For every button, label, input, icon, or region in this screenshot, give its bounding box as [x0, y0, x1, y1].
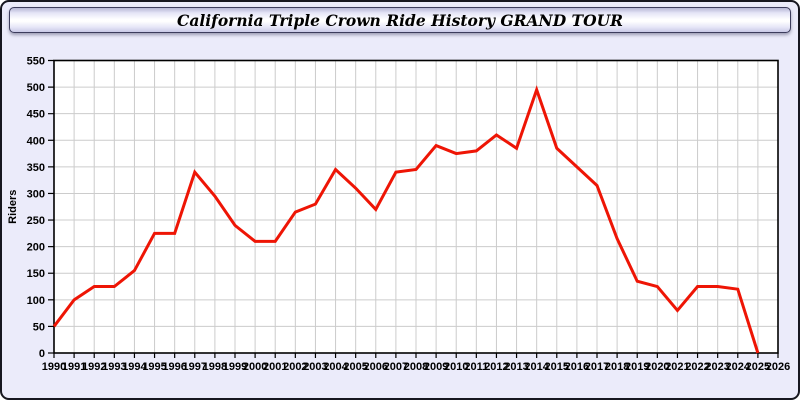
svg-text:2004: 2004: [323, 361, 348, 373]
svg-text:2015: 2015: [545, 361, 569, 373]
svg-text:500: 500: [27, 82, 45, 94]
svg-text:2010: 2010: [444, 361, 468, 373]
svg-text:1992: 1992: [82, 361, 106, 373]
svg-text:1991: 1991: [62, 361, 86, 373]
series-line-riders: [52, 85, 760, 354]
y-axis-labels: 0 50 100 150 200 250 300 350 400 450 500 550: [27, 56, 45, 361]
svg-text:100: 100: [27, 295, 45, 307]
svg-text:2024: 2024: [726, 361, 751, 373]
svg-text:2005: 2005: [343, 361, 367, 373]
svg-text:2018: 2018: [605, 361, 629, 373]
svg-text:300: 300: [27, 188, 45, 200]
svg-text:0: 0: [39, 348, 45, 360]
svg-text:200: 200: [27, 242, 45, 254]
svg-text:1993: 1993: [102, 361, 126, 373]
axis-ticks: [48, 59, 779, 358]
svg-text:2012: 2012: [484, 361, 508, 373]
svg-text:1996: 1996: [162, 361, 186, 373]
svg-text:2006: 2006: [364, 361, 388, 373]
svg-text:150: 150: [27, 268, 45, 280]
svg-text:2021: 2021: [665, 361, 689, 373]
svg-text:2000: 2000: [243, 361, 267, 373]
svg-text:2025: 2025: [746, 361, 770, 373]
svg-text:50: 50: [33, 321, 45, 333]
svg-text:1994: 1994: [122, 361, 147, 373]
svg-text:1990: 1990: [42, 361, 66, 373]
title-bar: California Triple Crown Ride History GRA…: [9, 7, 791, 33]
svg-text:1995: 1995: [142, 361, 166, 373]
page-title: California Triple Crown Ride History GRA…: [177, 10, 623, 30]
svg-text:400: 400: [27, 135, 45, 147]
svg-text:2002: 2002: [283, 361, 307, 373]
svg-text:2022: 2022: [685, 361, 709, 373]
svg-text:2009: 2009: [424, 361, 448, 373]
svg-text:2014: 2014: [524, 361, 549, 373]
svg-text:2013: 2013: [504, 361, 528, 373]
svg-text:1997: 1997: [183, 361, 207, 373]
svg-text:2016: 2016: [565, 361, 589, 373]
svg-text:2023: 2023: [705, 361, 729, 373]
svg-text:250: 250: [27, 215, 45, 227]
svg-text:2026: 2026: [766, 361, 790, 373]
svg-text:2020: 2020: [645, 361, 669, 373]
svg-text:1998: 1998: [203, 361, 227, 373]
gridlines: [53, 60, 779, 354]
svg-text:350: 350: [27, 162, 45, 174]
y-axis-title: Riders: [7, 190, 19, 224]
svg-text:2007: 2007: [384, 361, 408, 373]
svg-text:2019: 2019: [625, 361, 649, 373]
svg-text:550: 550: [27, 56, 45, 68]
svg-text:2017: 2017: [585, 361, 609, 373]
svg-text:450: 450: [27, 109, 45, 121]
svg-text:2001: 2001: [263, 361, 287, 373]
x-axis-labels: 1990199119921993199419951996199719981999…: [42, 361, 790, 373]
svg-text:2011: 2011: [464, 361, 488, 373]
svg-text:2008: 2008: [404, 361, 428, 373]
svg-text:2003: 2003: [303, 361, 327, 373]
svg-text:1999: 1999: [223, 361, 247, 373]
